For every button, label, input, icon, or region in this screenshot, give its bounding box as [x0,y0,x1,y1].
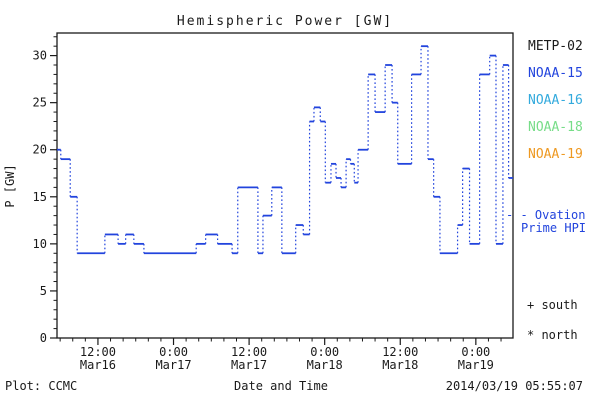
plot-frame [56,32,514,339]
y-axis-title: P [GW] [3,164,17,207]
timestamp-label: 2014/03/19 05:55:07 [446,379,583,393]
x-tick-date-label: Mar17 [155,358,191,372]
x-tick-date-label: Mar19 [458,358,494,372]
legend-north-marker: * north [527,328,578,342]
x-tick-time-label: 12:00 [231,345,267,359]
x-axis-title: Date and Time [234,379,328,393]
y-tick-label: 5 [40,284,47,298]
x-tick-time-label: 12:00 [382,345,418,359]
legend-ovation-line1: - - Ovation [506,208,585,222]
y-tick-label: 15 [33,190,47,204]
x-tick-time-label: 0:00 [461,345,490,359]
y-tick-label: 30 [33,49,47,63]
legend-south-marker: + south [527,298,578,312]
chart-title: Hemispheric Power [GW] [177,14,393,29]
legend-item-noaa-18: NOAA-18 [528,120,583,135]
x-tick-time-label: 0:00 [159,345,188,359]
y-tick-label: 10 [33,237,47,251]
x-tick-time-label: 12:00 [80,345,116,359]
y-tick-label: 20 [33,143,47,157]
x-tick-date-label: Mar17 [231,358,267,372]
y-tick-label: 0 [40,331,47,345]
x-tick-date-label: Mar16 [80,358,116,372]
legend-item-noaa-19: NOAA-19 [528,147,583,162]
legend-item-noaa-16: NOAA-16 [528,93,583,108]
x-tick-time-label: 0:00 [310,345,339,359]
legend-item-noaa-15: NOAA-15 [528,66,583,81]
x-tick-date-label: Mar18 [382,358,418,372]
plot-source-label: Plot: CCMC [5,379,77,393]
plot-area: 05101520253012:00Mar160:00Mar1712:00Mar1… [33,32,514,372]
legend-item-metp-02: METP-02 [528,39,583,54]
y-tick-label: 25 [33,96,47,110]
x-tick-date-label: Mar18 [307,358,343,372]
legend-ovation-line2: Prime HPI [521,221,586,235]
